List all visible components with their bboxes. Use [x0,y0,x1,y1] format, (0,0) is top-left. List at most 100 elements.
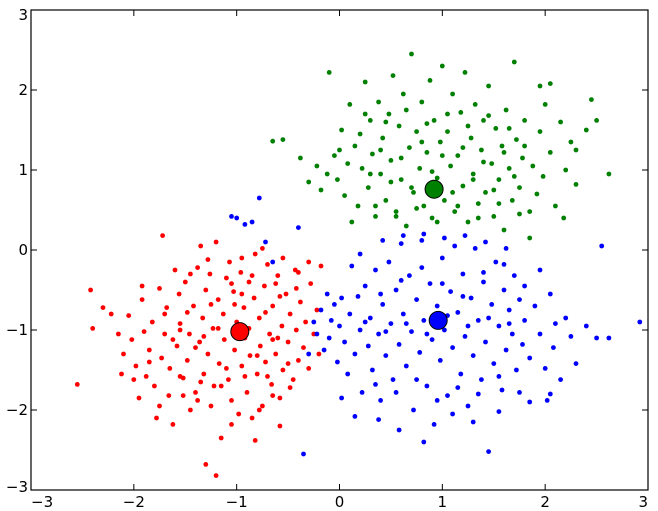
data-point [503,107,509,113]
data-point [74,382,80,387]
data-point [303,319,308,325]
data-point [486,113,491,118]
data-point [270,337,276,342]
data-point [273,281,279,286]
data-point [160,233,166,239]
y-tick-labels: 3 2 1 0 −1 −2 −3 [6,6,28,496]
data-point [499,143,505,149]
data-point [146,359,152,365]
data-point [224,275,229,281]
data-point [298,299,303,305]
data-point [475,318,481,323]
data-point [472,246,478,251]
data-point [445,111,450,117]
data-point [208,302,214,307]
data-point [455,310,461,315]
data-point [301,451,306,457]
data-point [239,363,245,369]
data-point [306,366,312,371]
data-point [496,409,502,414]
data-point [293,327,299,333]
data-point [180,393,186,398]
data-point [176,291,182,297]
data-point [298,155,303,161]
data-point [277,294,283,299]
data-point [493,259,499,265]
data-point [506,307,512,313]
data-point [573,147,579,153]
data-point [269,382,274,387]
x-tick-label: 3 [638,493,648,511]
data-point [517,390,522,395]
data-point [486,83,491,89]
data-point [339,295,344,301]
data-point [479,147,484,153]
data-point [403,321,409,326]
data-point [362,283,368,289]
data-point [188,407,193,413]
data-point [188,271,193,277]
data-point [129,337,135,342]
data-point [527,209,533,215]
data-point [218,383,224,389]
data-point [215,326,221,331]
data-point [486,315,491,321]
data-point [421,439,427,445]
data-point [159,355,165,361]
data-point [393,214,399,219]
data-point [501,150,507,155]
data-point [537,267,543,273]
data-point [460,145,466,151]
data-point [421,318,427,323]
data-point [400,91,406,97]
data-point [234,215,240,221]
data-point [293,286,299,291]
data-point [458,371,464,377]
data-point [460,183,466,189]
data-point [637,319,643,325]
x-tick-label: 0 [335,493,345,511]
data-point [205,351,211,357]
data-point [547,391,553,397]
data-point [390,73,396,78]
data-point [263,310,268,315]
data-point [489,161,495,167]
data-point [275,335,281,341]
data-point [200,315,206,321]
data-point [378,147,383,153]
data-point [203,462,209,467]
data-point [335,177,340,183]
data-point [244,390,250,395]
data-point [239,291,245,297]
data-point [100,305,106,310]
data-point [450,190,455,195]
data-point [429,215,435,221]
data-point [197,339,203,345]
data-point [285,339,291,345]
data-point [355,294,361,299]
data-point [239,255,245,261]
data-point [227,259,232,265]
data-point [207,271,213,277]
data-point [496,374,502,379]
data-point [370,151,375,157]
data-point [470,171,476,177]
data-point [373,267,378,273]
data-point [365,343,371,349]
data-point [211,383,217,389]
data-point [421,231,427,237]
data-point [357,251,363,257]
data-point [152,383,157,389]
data-point [431,118,437,123]
data-point [388,321,394,326]
data-point [339,395,344,401]
data-point [141,329,147,334]
data-point [434,219,440,225]
data-point [396,123,402,129]
data-point [501,287,507,293]
data-point [213,239,219,245]
data-point [195,265,201,270]
data-point [486,449,491,454]
data-point [90,326,96,331]
data-point [496,323,502,329]
